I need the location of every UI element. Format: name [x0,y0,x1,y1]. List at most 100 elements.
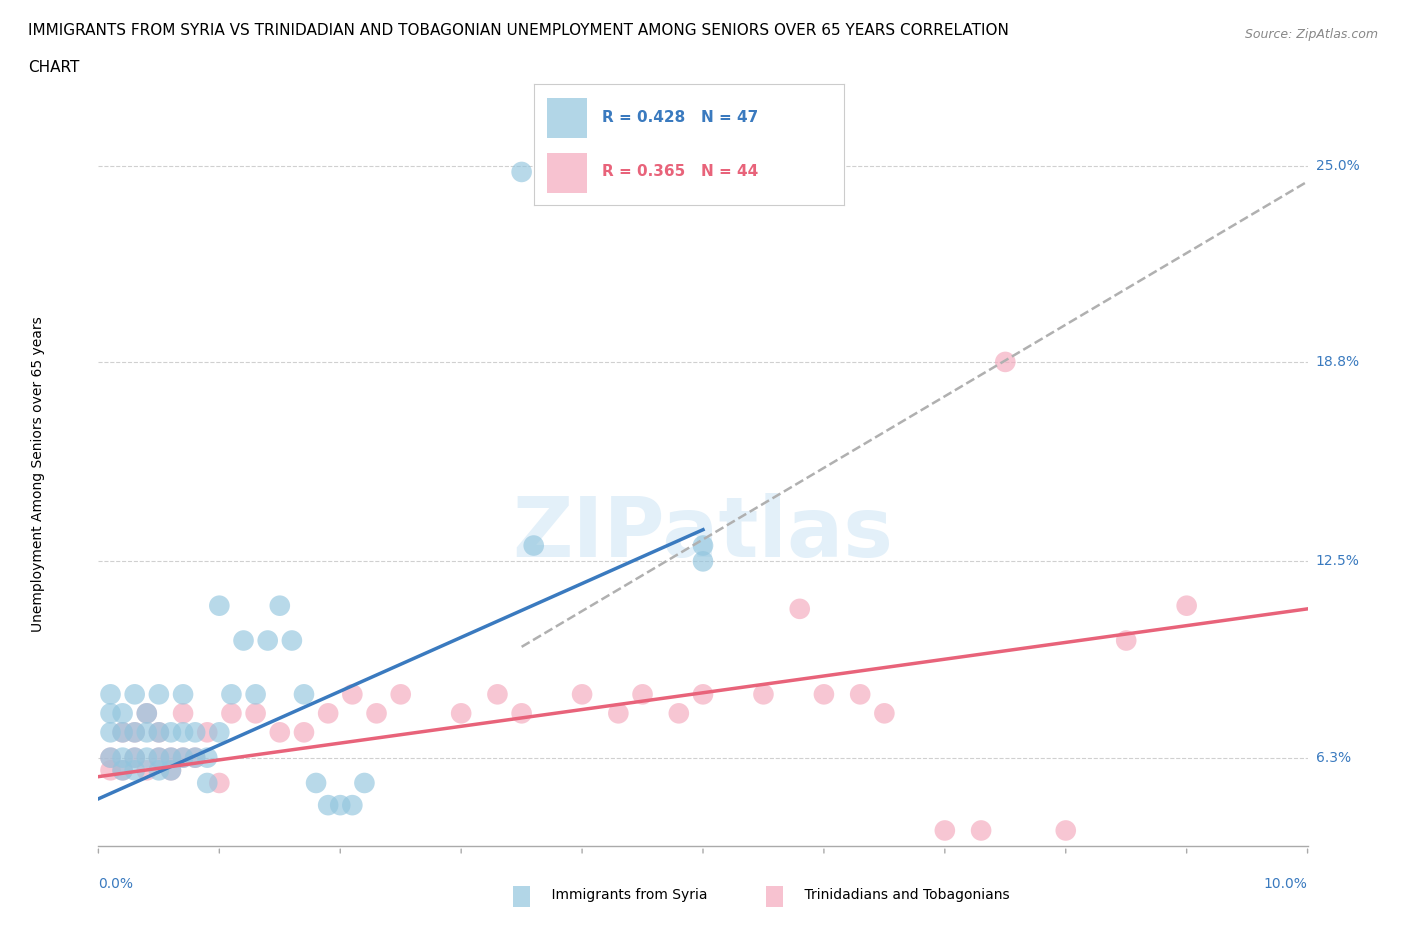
Point [813,687,835,702]
Point [111,724,134,739]
Point [148,763,170,777]
Point [172,706,194,721]
Point [232,633,254,648]
Point [111,724,134,739]
Point [195,776,218,790]
Point [342,798,364,813]
Point [245,687,267,702]
Point [172,751,194,765]
Point [148,724,170,739]
Point [316,798,339,813]
Point [281,633,304,648]
Text: 6.3%: 6.3% [1316,751,1351,764]
Point [389,687,412,702]
Point [510,706,533,721]
Point [789,602,811,617]
Point [135,706,157,721]
Point [100,763,122,777]
Point [184,751,207,765]
Point [245,706,267,721]
Point [523,538,546,553]
Point [195,724,218,739]
Point [849,687,872,702]
Text: R = 0.365   N = 44: R = 0.365 N = 44 [602,165,759,179]
Text: 10.0%: 10.0% [1264,877,1308,891]
Point [692,687,714,702]
Point [124,724,146,739]
Point [160,763,183,777]
Point [292,687,315,702]
Point [172,724,194,739]
Point [631,687,654,702]
Point [135,763,157,777]
Point [970,823,993,838]
Point [148,687,170,702]
Point [148,724,170,739]
Point [100,751,122,765]
Point [366,706,388,721]
Point [124,751,146,765]
Point [160,763,183,777]
Point [208,776,231,790]
Text: CHART: CHART [28,60,80,75]
Point [124,751,146,765]
Point [100,706,122,721]
Point [1175,598,1198,613]
Text: 12.5%: 12.5% [1316,554,1360,568]
Point [195,751,218,765]
Text: Source: ZipAtlas.com: Source: ZipAtlas.com [1244,28,1378,41]
Bar [547,153,586,193]
Point [510,165,533,179]
Text: ZIPatlas: ZIPatlas [513,493,893,575]
Point [269,724,291,739]
Point [148,751,170,765]
Text: 0.0%: 0.0% [98,877,134,891]
Point [184,751,207,765]
Point [111,763,134,777]
Text: 18.8%: 18.8% [1316,355,1360,369]
Point [692,538,714,553]
Point [221,706,243,721]
Point [873,706,896,721]
Point [124,724,146,739]
Point [208,598,231,613]
Point [208,724,231,739]
Bar [547,99,586,138]
Point [100,687,122,702]
Text: IMMIGRANTS FROM SYRIA VS TRINIDADIAN AND TOBAGONIAN UNEMPLOYMENT AMONG SENIORS O: IMMIGRANTS FROM SYRIA VS TRINIDADIAN AND… [28,23,1010,38]
Point [184,724,207,739]
Text: R = 0.428   N = 47: R = 0.428 N = 47 [602,110,759,125]
Point [934,823,956,838]
Text: 25.0%: 25.0% [1316,159,1360,173]
Point [353,776,375,790]
Point [135,751,157,765]
Text: Trinidadians and Tobagonians: Trinidadians and Tobagonians [787,887,1010,902]
Point [668,706,690,721]
Point [135,724,157,739]
Point [124,687,146,702]
Point [100,751,122,765]
Point [269,598,291,613]
Point [148,751,170,765]
Point [450,706,472,721]
Point [135,706,157,721]
Point [329,798,352,813]
Point [160,751,183,765]
Point [342,687,364,702]
Text: Immigrants from Syria: Immigrants from Syria [534,887,707,902]
Point [607,706,630,721]
Point [172,751,194,765]
Point [486,687,509,702]
Point [160,724,183,739]
Point [111,763,134,777]
Point [1054,823,1077,838]
Point [100,724,122,739]
Point [305,776,328,790]
Point [111,751,134,765]
Point [1115,633,1137,648]
Point [692,554,714,569]
Point [316,706,339,721]
Point [221,687,243,702]
Text: Unemployment Among Seniors over 65 years: Unemployment Among Seniors over 65 years [31,316,45,632]
Point [571,687,593,702]
